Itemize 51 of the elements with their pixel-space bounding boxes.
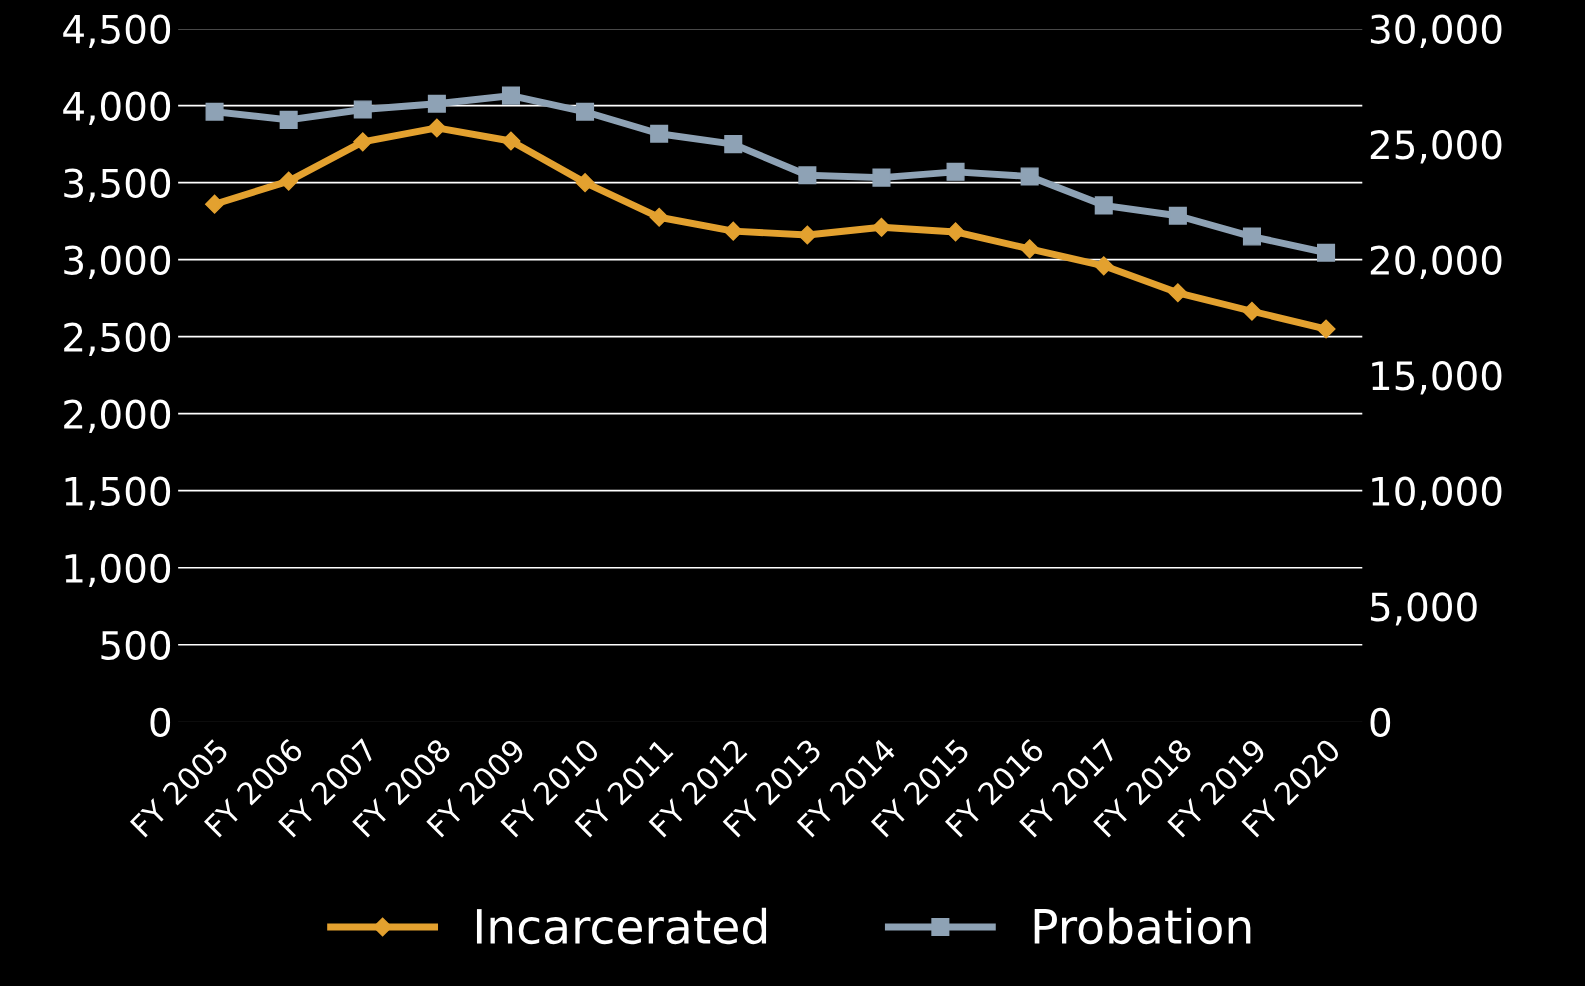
point (1020, 167, 1039, 186)
legend-label: Incarcerated (476, 907, 767, 945)
y-tick-label: 2,000 (64, 399, 171, 433)
point (1242, 227, 1261, 246)
point (353, 132, 373, 152)
y-tick-label: 1,000 (65, 553, 171, 588)
point (501, 86, 520, 105)
point (871, 217, 891, 237)
point (797, 225, 817, 245)
point (1317, 243, 1336, 262)
point (501, 131, 521, 151)
point (576, 102, 595, 121)
point (1094, 256, 1114, 276)
y2-tick-label: 0 (1370, 707, 1391, 738)
point (872, 168, 891, 187)
y2-tick-label: 15,000 (1372, 361, 1502, 395)
point (946, 162, 965, 181)
point (205, 102, 224, 121)
point (427, 94, 446, 113)
point (1020, 239, 1040, 259)
point (724, 135, 743, 154)
y2-tick-label: 5,000 (1370, 592, 1477, 626)
legend-label: Probation (1034, 907, 1251, 945)
point (205, 194, 225, 214)
y-tick-label: 1,500 (65, 476, 171, 510)
y2-tick-label: 20,000 (1370, 245, 1502, 279)
point (1242, 301, 1262, 321)
point (798, 166, 817, 185)
point (575, 173, 595, 193)
point (279, 171, 299, 191)
y2-tick-label: 25,000 (1370, 130, 1502, 164)
point (946, 222, 966, 242)
point (650, 124, 669, 143)
y-tick-label: 3,500 (64, 168, 171, 202)
y2-tick-label: 30,000 (1370, 14, 1502, 48)
point (1168, 283, 1188, 303)
y-tick-label: 500 (101, 630, 171, 661)
point (1316, 319, 1336, 339)
y2-tick-label: 10,000 (1372, 476, 1502, 510)
point (427, 118, 447, 138)
point (353, 100, 372, 119)
point (649, 207, 669, 227)
y-tick-label: 4,500 (63, 14, 171, 48)
point (279, 110, 298, 129)
point (723, 221, 743, 241)
y-tick-label: 0 (150, 707, 171, 738)
y-tick-label: 3,000 (64, 245, 171, 279)
point (1168, 206, 1187, 225)
point (1094, 196, 1113, 215)
y-tick-label: 2,500 (64, 322, 171, 356)
y-tick-label: 4,000 (63, 91, 171, 125)
